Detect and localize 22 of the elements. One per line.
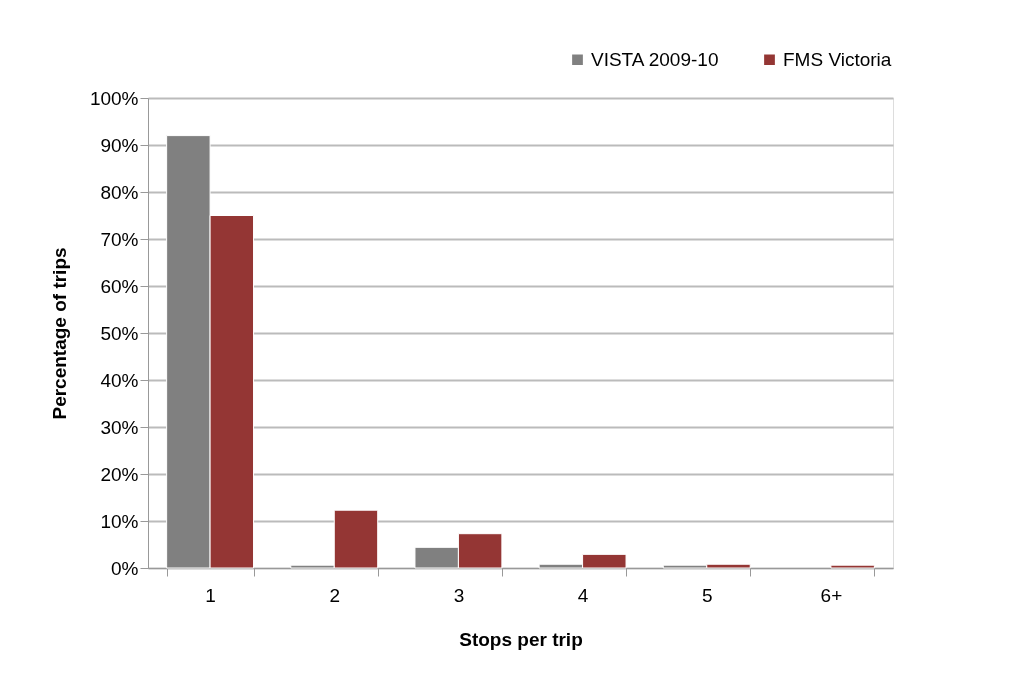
x-tick-label: 5 xyxy=(701,584,713,606)
x-tick-label: 6+ xyxy=(820,584,843,606)
x-axis-title: Stops per trip xyxy=(459,628,583,650)
x-tick-label: 2 xyxy=(329,584,341,606)
y-tick-label: 70% xyxy=(100,228,139,250)
x-tick-label: 3 xyxy=(453,584,465,606)
y-tick-label: 60% xyxy=(100,275,139,297)
y-tick-label: 90% xyxy=(100,134,139,156)
y-tick-label: 0% xyxy=(111,557,139,579)
y-tick-label: 10% xyxy=(100,510,139,532)
y-axis-title: Percentage of trips xyxy=(48,247,70,420)
bar xyxy=(830,564,875,569)
x-tick-label: 1 xyxy=(205,584,216,606)
y-tick-label: 100% xyxy=(89,87,139,109)
y-tick-label: 20% xyxy=(100,463,139,485)
legend-label: FMS Victoria xyxy=(783,48,892,70)
y-tick-label: 30% xyxy=(100,416,139,438)
y-tick-label: 40% xyxy=(100,369,139,391)
y-tick-label: 80% xyxy=(100,181,139,203)
x-tick-label: 4 xyxy=(577,584,589,606)
legend-label: VISTA 2009-10 xyxy=(591,48,719,70)
y-tick-label: 50% xyxy=(100,322,139,344)
